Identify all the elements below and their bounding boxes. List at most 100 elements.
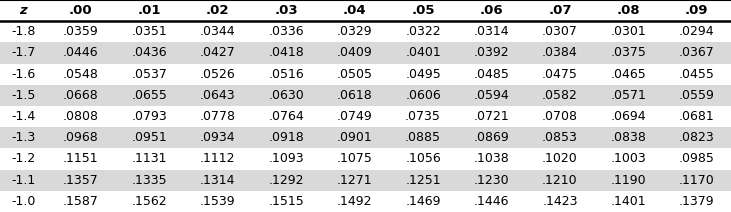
Bar xyxy=(0,42,731,64)
Text: .0594: .0594 xyxy=(474,89,510,102)
Text: .0307: .0307 xyxy=(542,25,577,38)
Text: .1020: .1020 xyxy=(542,152,577,166)
Text: .1190: .1190 xyxy=(610,174,646,187)
Text: .0869: .0869 xyxy=(474,131,510,144)
Text: .0934: .0934 xyxy=(200,131,235,144)
Text: .0505: .0505 xyxy=(336,68,373,81)
Text: .0351: .0351 xyxy=(132,25,167,38)
Bar xyxy=(0,64,731,85)
Text: -1.2: -1.2 xyxy=(11,152,36,166)
Text: .0465: .0465 xyxy=(610,68,646,81)
Text: -1.1: -1.1 xyxy=(11,174,36,187)
Text: .0808: .0808 xyxy=(63,110,99,123)
Text: .0735: .0735 xyxy=(405,110,441,123)
Text: .1539: .1539 xyxy=(200,195,235,208)
Text: .0655: .0655 xyxy=(132,89,167,102)
Text: -1.8: -1.8 xyxy=(11,25,36,38)
Text: .0793: .0793 xyxy=(132,110,167,123)
Text: .0367: .0367 xyxy=(679,46,715,60)
Text: .0301: .0301 xyxy=(610,25,646,38)
Text: .0985: .0985 xyxy=(679,152,715,166)
Text: .0384: .0384 xyxy=(542,46,577,60)
Text: .1151: .1151 xyxy=(63,152,99,166)
Text: -1.5: -1.5 xyxy=(11,89,36,102)
Text: -1.0: -1.0 xyxy=(11,195,36,208)
Text: .1112: .1112 xyxy=(200,152,235,166)
Text: .1492: .1492 xyxy=(337,195,372,208)
Text: .0436: .0436 xyxy=(132,46,167,60)
Text: .0329: .0329 xyxy=(337,25,372,38)
Text: -1.7: -1.7 xyxy=(11,46,36,60)
Text: .1314: .1314 xyxy=(200,174,235,187)
Text: .08: .08 xyxy=(616,4,640,17)
Bar xyxy=(0,127,731,148)
Text: .0721: .0721 xyxy=(474,110,510,123)
Text: .1093: .1093 xyxy=(268,152,304,166)
Bar xyxy=(0,0,731,21)
Text: .0336: .0336 xyxy=(268,25,304,38)
Text: .05: .05 xyxy=(412,4,435,17)
Text: .0630: .0630 xyxy=(268,89,304,102)
Text: .1379: .1379 xyxy=(679,195,715,208)
Text: .1423: .1423 xyxy=(542,195,577,208)
Bar xyxy=(0,21,731,42)
Text: .0606: .0606 xyxy=(405,89,441,102)
Text: .0322: .0322 xyxy=(405,25,441,38)
Text: .1230: .1230 xyxy=(474,174,510,187)
Text: .0571: .0571 xyxy=(610,89,646,102)
Text: .0375: .0375 xyxy=(610,46,646,60)
Text: .0951: .0951 xyxy=(132,131,167,144)
Text: .1469: .1469 xyxy=(405,195,441,208)
Text: .09: .09 xyxy=(685,4,708,17)
Text: .0401: .0401 xyxy=(405,46,441,60)
Text: .1056: .1056 xyxy=(405,152,441,166)
Text: .1131: .1131 xyxy=(132,152,167,166)
Text: .0409: .0409 xyxy=(337,46,373,60)
Text: .04: .04 xyxy=(343,4,366,17)
Bar xyxy=(0,170,731,191)
Text: -1.3: -1.3 xyxy=(11,131,36,144)
Text: .0392: .0392 xyxy=(474,46,510,60)
Text: .0359: .0359 xyxy=(63,25,99,38)
Bar xyxy=(0,148,731,170)
Text: .0764: .0764 xyxy=(268,110,304,123)
Text: .0427: .0427 xyxy=(200,46,235,60)
Text: -1.6: -1.6 xyxy=(11,68,36,81)
Text: .0823: .0823 xyxy=(679,131,715,144)
Text: .1075: .1075 xyxy=(337,152,373,166)
Text: .0582: .0582 xyxy=(542,89,577,102)
Text: .0548: .0548 xyxy=(63,68,99,81)
Text: .06: .06 xyxy=(480,4,503,17)
Text: .1562: .1562 xyxy=(132,195,167,208)
Text: .0455: .0455 xyxy=(679,68,715,81)
Text: .0838: .0838 xyxy=(610,131,646,144)
Bar xyxy=(0,85,731,106)
Text: .0495: .0495 xyxy=(405,68,441,81)
Text: .0294: .0294 xyxy=(679,25,715,38)
Text: .0708: .0708 xyxy=(542,110,578,123)
Text: .0643: .0643 xyxy=(200,89,235,102)
Text: .0668: .0668 xyxy=(63,89,99,102)
Text: .1038: .1038 xyxy=(474,152,510,166)
Text: .0537: .0537 xyxy=(132,68,167,81)
Text: .0314: .0314 xyxy=(474,25,510,38)
Text: .0694: .0694 xyxy=(610,110,646,123)
Text: .1357: .1357 xyxy=(63,174,99,187)
Text: .0526: .0526 xyxy=(200,68,235,81)
Text: .01: .01 xyxy=(137,4,161,17)
Text: .0885: .0885 xyxy=(405,131,441,144)
Text: .0918: .0918 xyxy=(268,131,304,144)
Text: .1401: .1401 xyxy=(610,195,646,208)
Text: .0485: .0485 xyxy=(474,68,510,81)
Text: .00: .00 xyxy=(69,4,93,17)
Text: .02: .02 xyxy=(206,4,230,17)
Text: .1210: .1210 xyxy=(542,174,577,187)
Text: .0418: .0418 xyxy=(268,46,304,60)
Text: .0446: .0446 xyxy=(63,46,99,60)
Bar xyxy=(0,191,731,212)
Text: -1.4: -1.4 xyxy=(11,110,36,123)
Text: .1170: .1170 xyxy=(679,174,715,187)
Text: .03: .03 xyxy=(274,4,298,17)
Text: .0618: .0618 xyxy=(337,89,373,102)
Text: .0681: .0681 xyxy=(679,110,715,123)
